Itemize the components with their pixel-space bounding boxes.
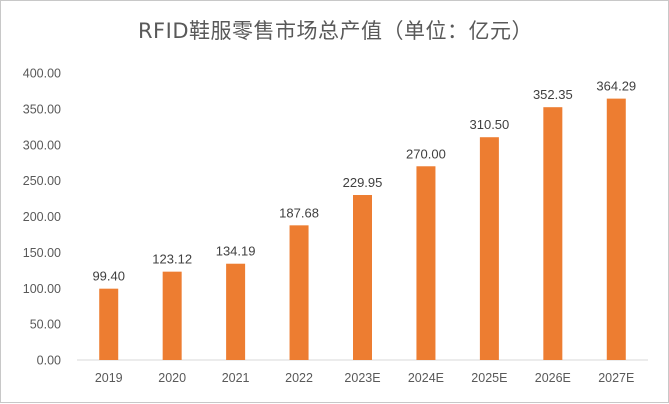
bar-2023E [353, 195, 372, 360]
data-labels: 99.40 123.12 134.19 187.68 229.95 270.00 310.5… [92, 79, 636, 284]
data-label: 364.29 [596, 79, 636, 94]
bar-2022 [289, 225, 309, 360]
data-label: 352.35 [533, 87, 573, 102]
x-tick-label: 2024E [408, 371, 444, 385]
x-tick-label: 2020 [158, 371, 186, 385]
y-tick-label: 50.00 [30, 318, 61, 332]
bar-2019 [99, 288, 119, 360]
data-label: 310.50 [470, 117, 510, 132]
data-label: 229.95 [343, 175, 383, 190]
y-tick-label: 0.00 [37, 354, 61, 368]
bar-2020 [162, 271, 182, 360]
bar-2025E [479, 137, 499, 360]
x-tick-label: 2026E [535, 371, 571, 385]
y-tick-label: 150.00 [23, 246, 61, 260]
x-tick-label: 2021 [222, 371, 250, 385]
bars [99, 98, 626, 361]
data-label: 123.12 [152, 252, 192, 267]
y-tick-label: 400.00 [23, 67, 61, 81]
x-tick-label: 2022 [285, 371, 313, 385]
chart-title: RFID鞋服零售市场总产值（单位：亿元） [137, 19, 534, 43]
bar-2024E [416, 166, 436, 360]
y-tick-label: 300.00 [23, 138, 61, 152]
data-label: 134.19 [216, 244, 256, 259]
y-tick-label: 100.00 [23, 282, 61, 296]
y-tick-label: 250.00 [23, 174, 61, 188]
data-label: 270.00 [406, 146, 446, 161]
data-label: 99.40 [92, 269, 125, 284]
x-tick-label: 2025E [471, 371, 507, 385]
y-axis-ticks: 0.00 50.00 100.00 150.00 200.00 250.00 300.00 3… [23, 67, 61, 368]
x-tick-label: 2023E [344, 371, 380, 385]
x-tick-label: 2027E [598, 371, 634, 385]
bar-2021 [226, 263, 246, 360]
data-label: 187.68 [279, 205, 319, 220]
x-tick-label: 2019 [95, 371, 123, 385]
x-axis-ticks: 2019 2020 2021 2022 2023E 2024E 2025E 2026E 2027… [95, 371, 635, 385]
y-tick-label: 200.00 [23, 210, 61, 224]
y-tick-label: 350.00 [23, 102, 61, 116]
bar-2027E [606, 98, 626, 361]
bar-2026E [543, 107, 563, 360]
